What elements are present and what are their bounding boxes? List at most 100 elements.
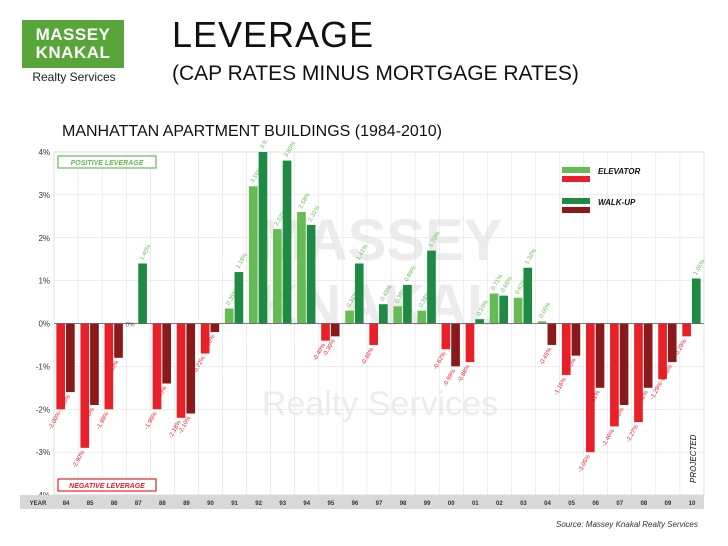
x-tick-label: 95: [328, 501, 335, 507]
x-tick-label: 91: [231, 501, 238, 507]
x-tick-label: 08: [640, 501, 647, 507]
bar-walkup: [66, 323, 75, 393]
bar-elevator: [224, 308, 234, 324]
bar-elevator: [248, 186, 258, 324]
bar-elevator: [513, 297, 523, 324]
x-tick-label: 10: [689, 501, 696, 507]
bar-walkup: [162, 323, 171, 384]
source-note: Source: Massey Knakal Realty Services: [556, 520, 698, 529]
x-tick-label: 05: [568, 501, 575, 507]
bar-walkup: [258, 152, 268, 324]
x-tick-label: 88: [159, 501, 166, 507]
bar-walkup: [667, 323, 677, 363]
bar-elevator: [610, 323, 619, 427]
x-tick-label: 02: [496, 501, 503, 507]
bar-walkup: [451, 323, 460, 367]
bar-elevator: [682, 323, 691, 337]
y-tick-label: -3%: [36, 448, 50, 457]
x-tick-label: 92: [255, 501, 262, 507]
bar-walkup: [547, 323, 557, 345]
legend-swatch-walkup-neg: [562, 207, 590, 213]
y-tick-label: 3%: [38, 191, 50, 200]
x-tick-label: 99: [424, 501, 431, 507]
bar-walkup: [234, 272, 244, 324]
projected-label: PROJECTED: [689, 434, 698, 483]
bar-walkup: [114, 323, 123, 358]
logo-box: MASSEY KNAKAL: [22, 20, 124, 68]
bar-walkup: [595, 323, 605, 388]
legend-swatch-walkup-pos: [562, 198, 590, 204]
bar-walkup: [138, 263, 147, 324]
x-tick-label: 04: [544, 501, 551, 507]
y-tick-label: -2%: [36, 405, 50, 414]
x-axis-band: [20, 495, 704, 509]
x-tick-label: 00: [448, 501, 455, 507]
bar-elevator: [369, 323, 378, 345]
bar-elevator: [176, 323, 186, 418]
bar-walkup: [282, 160, 292, 324]
bar-walkup: [523, 267, 533, 324]
x-tick-label: 01: [472, 501, 479, 507]
bar-walkup: [330, 323, 340, 337]
x-tick-label: 94: [303, 501, 310, 507]
legend-label-walkup: WALK-UP: [598, 198, 636, 207]
bar-walkup: [619, 323, 629, 405]
x-tick-label: 86: [111, 501, 118, 507]
bar-elevator: [441, 323, 451, 350]
chart-title: MANHATTAN APARTMENT BUILDINGS (1984-2010…: [62, 123, 442, 140]
x-tick-label: 96: [352, 501, 359, 507]
bar-walkup: [403, 284, 412, 324]
zero-label-87: 0%: [126, 323, 135, 329]
page-subtitle: (CAP RATES MINUS MORTGAGE RATES): [172, 62, 579, 85]
x-tick-label: 97: [376, 501, 383, 507]
bar-walkup: [643, 323, 653, 388]
x-tick-label: 98: [400, 501, 407, 507]
bar-walkup: [427, 250, 436, 324]
logo: MASSEY KNAKAL Realty Services: [22, 20, 126, 84]
logo-line1: MASSEY: [35, 25, 111, 44]
bar-walkup: [571, 323, 581, 356]
bar-walkup: [354, 263, 364, 324]
bar-elevator: [297, 212, 306, 324]
bar-elevator: [465, 323, 475, 363]
bar-walkup: [379, 304, 388, 324]
bar-elevator: [104, 323, 114, 410]
page-title: LEVERAGE: [172, 14, 375, 55]
bar-elevator: [200, 323, 210, 354]
positive-leverage-label: POSITIVE LEVERAGE: [71, 160, 144, 167]
x-tick-label: 03: [520, 501, 527, 507]
x-tick-label: 07: [616, 501, 623, 507]
x-tick-label: 93: [279, 501, 286, 507]
negative-leverage-label: NEGATIVE LEVERAGE: [69, 483, 145, 490]
bar-elevator: [80, 323, 90, 448]
bar-walkup: [210, 323, 220, 333]
y-tick-label: -1%: [36, 362, 50, 371]
bar-walkup: [499, 295, 509, 324]
x-axis-title: YEAR: [30, 501, 47, 507]
logo-line2: KNAKAL: [35, 43, 111, 62]
x-tick-label: 87: [135, 501, 142, 507]
bar-walkup: [90, 323, 99, 405]
bar-elevator: [658, 323, 667, 380]
legend-swatch-elevator-neg: [562, 176, 590, 182]
bar-elevator: [489, 293, 499, 324]
bar-elevator: [586, 323, 595, 453]
bar-elevator: [273, 229, 282, 324]
x-tick-label: 85: [87, 501, 94, 507]
watermark-line1: MASSEY: [258, 208, 503, 273]
negative-leverage-box: [57, 478, 157, 492]
positive-leverage-box: [57, 155, 157, 169]
x-tick-label: 84: [63, 501, 70, 507]
bar-elevator: [152, 323, 162, 410]
bar-walkup: [306, 224, 316, 324]
legend-label-elevator: ELEVATOR: [598, 167, 640, 176]
y-tick-label: 2%: [38, 234, 50, 243]
watermark-line3: Realty Services: [262, 385, 498, 423]
x-tick-label: 09: [665, 501, 672, 507]
bar-elevator: [634, 323, 643, 423]
data-label: 3.97%: [259, 140, 273, 150]
x-tick-label: 89: [183, 501, 190, 507]
bar-elevator: [56, 323, 66, 410]
legend-swatch-elevator-pos: [562, 167, 590, 173]
